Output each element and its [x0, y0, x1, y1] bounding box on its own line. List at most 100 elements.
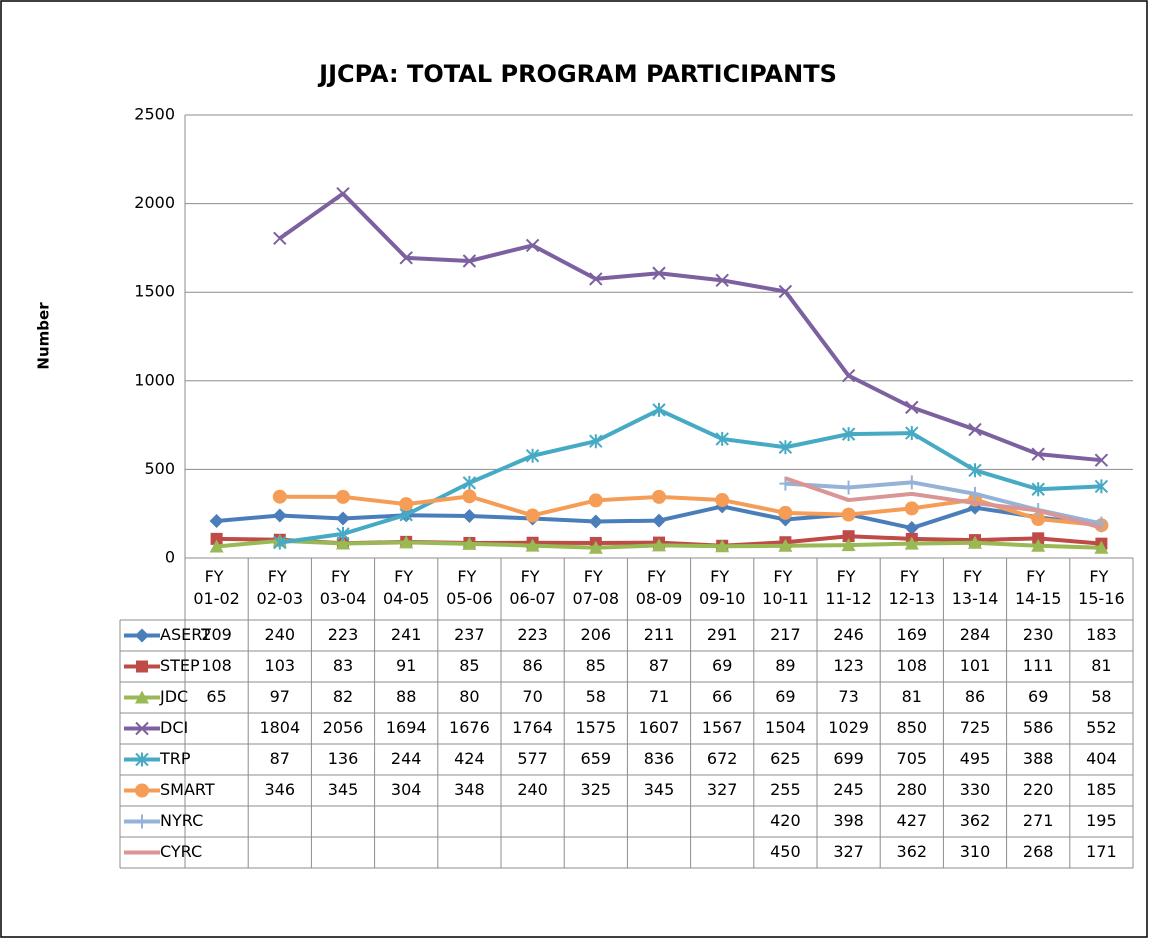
table-value: 85: [459, 656, 479, 675]
marker: [135, 721, 149, 736]
table-value: 69: [712, 656, 732, 675]
legend-label: TRP: [159, 749, 191, 768]
marker: [904, 501, 919, 516]
y-tick-label: 2000: [134, 193, 175, 212]
marker: [136, 660, 148, 673]
table-value: 108: [897, 656, 928, 675]
table-value: 427: [897, 811, 928, 830]
table-value: 1804: [259, 718, 300, 737]
table-value: 398: [833, 811, 864, 830]
marker: [652, 402, 666, 417]
marker: [209, 539, 224, 553]
table-value: 346: [265, 780, 296, 799]
table-value: 86: [522, 656, 542, 675]
marker: [652, 266, 666, 280]
marker: [136, 814, 148, 829]
marker: [399, 497, 414, 512]
table-value: 245: [833, 780, 864, 799]
x-tick-label: FY 13-14: [952, 567, 999, 608]
marker: [336, 536, 350, 550]
marker: [336, 511, 350, 526]
marker: [1031, 538, 1046, 552]
table-value: 58: [586, 687, 606, 706]
table-value: 240: [265, 625, 296, 644]
marker: [399, 251, 413, 265]
table-value: 424: [454, 749, 485, 768]
marker: [462, 536, 477, 550]
table-value: 171: [1086, 842, 1117, 861]
marker: [588, 514, 603, 529]
marker: [1094, 479, 1109, 494]
marker: [336, 489, 350, 504]
x-tick-label: FY 05-06: [446, 567, 493, 608]
table-value: 291: [707, 625, 738, 644]
table-value: 71: [649, 687, 669, 706]
x-tick-label: FY 14-15: [1015, 567, 1062, 608]
x-tick-label: FY 08-09: [636, 567, 683, 608]
marker: [525, 538, 540, 552]
legend-label: NYRC: [160, 811, 203, 830]
marker: [462, 489, 477, 504]
table-value: 58: [1091, 687, 1111, 706]
marker: [589, 272, 603, 286]
marker: [841, 538, 856, 552]
marker: [1095, 516, 1108, 531]
table-value: 280: [897, 780, 928, 799]
table-value: 240: [517, 780, 548, 799]
table-value: 362: [897, 842, 928, 861]
table-value: 1029: [828, 718, 869, 737]
x-tick-label: FY 04-05: [383, 567, 430, 608]
table-value: 209: [201, 625, 232, 644]
table-value: 1694: [386, 718, 427, 737]
table-value: 85: [586, 656, 606, 675]
table-value: 101: [960, 656, 991, 675]
y-tick-label: 2500: [134, 105, 175, 124]
table-value: 625: [770, 749, 801, 768]
x-tick-label: FY 02-03: [257, 567, 304, 608]
x-tick-label: FY 07-08: [573, 567, 620, 608]
table-value: 345: [328, 780, 359, 799]
marker: [525, 508, 540, 523]
table-value: 136: [328, 749, 359, 768]
series-line: [279, 407, 1102, 545]
table-value: 81: [1091, 656, 1111, 675]
table-value: 81: [902, 687, 922, 706]
table-value: 850: [897, 718, 928, 737]
table-value: 348: [454, 780, 485, 799]
marker: [905, 400, 919, 415]
table-value: 255: [770, 780, 801, 799]
table-value: 89: [775, 656, 795, 675]
legend-label: STEP: [160, 656, 200, 675]
marker: [652, 489, 666, 504]
table-value: 185: [1086, 780, 1117, 799]
table-value: 672: [707, 749, 738, 768]
marker: [525, 238, 540, 253]
table-value: 1764: [512, 718, 553, 737]
table-value: 1607: [639, 718, 680, 737]
marker: [715, 431, 729, 446]
table-value: 211: [644, 625, 675, 644]
table-value: 80: [459, 687, 479, 706]
marker: [778, 538, 793, 552]
marker: [968, 422, 982, 437]
table-value: 495: [960, 749, 991, 768]
marker: [778, 284, 793, 299]
table-value: 330: [960, 780, 991, 799]
chart-title: JJCPA: TOTAL PROGRAM PARTICIPANTS: [317, 60, 837, 88]
marker: [135, 690, 149, 704]
table-value: 404: [1086, 749, 1117, 768]
marker: [1031, 482, 1045, 497]
marker: [462, 475, 477, 490]
x-tick-label: FY 10-11: [762, 567, 809, 608]
table-value: 69: [1028, 687, 1048, 706]
legend-label: JDC: [159, 687, 188, 706]
table-value: 206: [581, 625, 612, 644]
table-value: 73: [838, 687, 858, 706]
marker: [1031, 447, 1045, 461]
table-value: 388: [1023, 749, 1054, 768]
marker: [272, 489, 287, 504]
legend-label: CYRC: [160, 842, 202, 861]
marker: [1031, 512, 1046, 527]
marker: [652, 513, 666, 528]
table-value: 725: [960, 718, 991, 737]
